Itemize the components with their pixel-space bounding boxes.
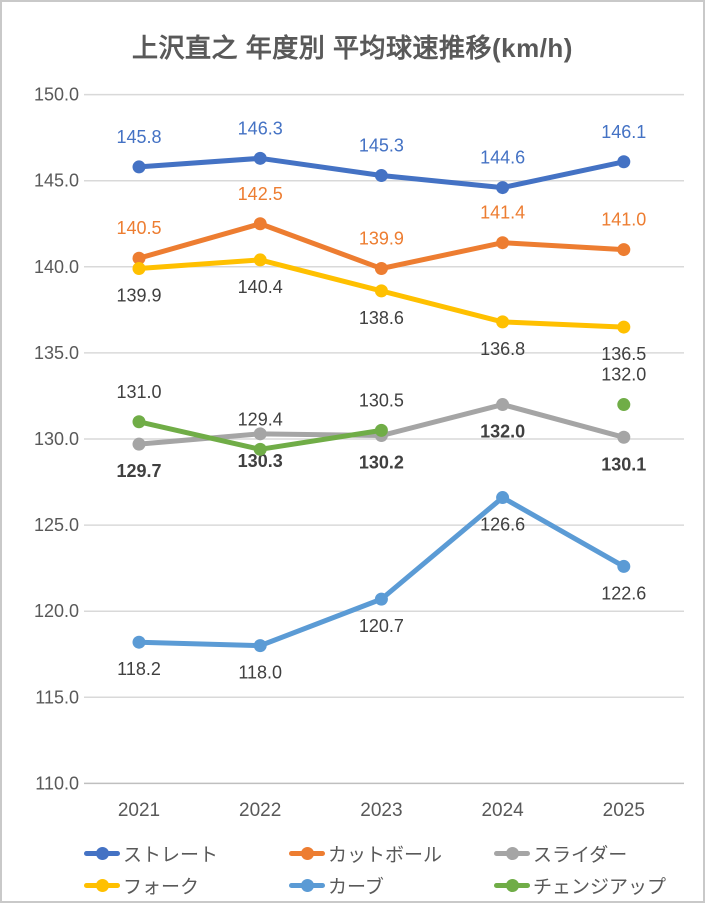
data-label-cutter-2021: 140.5 bbox=[116, 218, 161, 238]
data-label-changeup-2022: 129.4 bbox=[238, 409, 283, 429]
legend-item-curve: カーブ bbox=[289, 874, 384, 898]
legend-marker-changeup-icon bbox=[494, 878, 530, 892]
data-point-fork-2025 bbox=[617, 320, 631, 334]
legend-item-fork: フォーク bbox=[84, 874, 200, 898]
data-label-fork-2023: 138.6 bbox=[359, 308, 404, 328]
data-label-fastball-2025: 146.1 bbox=[601, 122, 646, 142]
y-tick-120.0: 120.0 bbox=[34, 601, 79, 621]
data-label-fork-2021: 139.9 bbox=[116, 286, 161, 306]
y-tick-140.0: 140.0 bbox=[34, 257, 79, 277]
x-tick-2023: 2023 bbox=[360, 800, 402, 821]
y-tick-110.0: 110.0 bbox=[35, 773, 79, 793]
data-point-cutter-2024 bbox=[496, 236, 510, 250]
data-label-fork-2024: 136.8 bbox=[480, 339, 525, 359]
data-label-curve-2024: 126.6 bbox=[480, 515, 525, 535]
legend-marker-fastball-icon bbox=[84, 846, 120, 860]
legend-item-slider: スライダー bbox=[494, 842, 628, 866]
data-point-changeup-2023 bbox=[374, 423, 388, 437]
chart-title: 上沢直之 年度別 平均球速推移(km/h) bbox=[132, 33, 573, 63]
legend-marker-fork-icon bbox=[84, 878, 120, 892]
data-point-fork-2021 bbox=[132, 262, 146, 276]
data-label-curve-2025: 122.6 bbox=[601, 583, 646, 603]
data-label-cutter-2022: 142.5 bbox=[238, 184, 283, 204]
data-label-curve-2021: 118.2 bbox=[117, 659, 161, 679]
legend-item-changeup: チェンジアップ bbox=[494, 874, 667, 898]
data-label-changeup-2025: 132.0 bbox=[601, 365, 646, 385]
data-label-fastball-2021: 145.8 bbox=[116, 127, 161, 147]
data-label-fork-2022: 140.4 bbox=[238, 277, 283, 297]
y-tick-150.0: 150.0 bbox=[34, 85, 79, 105]
data-point-curve-2022 bbox=[253, 639, 267, 653]
data-point-changeup-2025 bbox=[617, 398, 631, 412]
data-point-fastball-2022 bbox=[253, 151, 267, 165]
legend-label-cutter: カットボール bbox=[328, 844, 443, 866]
data-label-fastball-2023: 145.3 bbox=[359, 136, 404, 156]
y-tick-145.0: 145.0 bbox=[34, 171, 79, 191]
data-label-cutter-2023: 139.9 bbox=[359, 229, 404, 249]
y-tick-135.0: 135.0 bbox=[34, 343, 79, 363]
x-tick-2022: 2022 bbox=[239, 800, 281, 821]
y-tick-125.0: 125.0 bbox=[34, 515, 79, 535]
data-point-curve-2025 bbox=[617, 559, 631, 573]
data-point-fastball-2023 bbox=[374, 169, 388, 183]
data-label-fastball-2022: 146.3 bbox=[238, 118, 283, 138]
data-label-cutter-2025: 141.0 bbox=[601, 210, 646, 230]
legend-marker-slider-icon bbox=[494, 846, 530, 860]
data-point-slider-2025 bbox=[617, 430, 631, 444]
data-point-fastball-2025 bbox=[617, 155, 631, 169]
data-label-changeup-2023: 130.5 bbox=[359, 390, 404, 410]
legend-marker-curve-icon bbox=[289, 878, 325, 892]
legend-label-fork: フォーク bbox=[123, 876, 200, 898]
data-label-slider-2024: 132.0 bbox=[480, 422, 525, 442]
x-tick-2024: 2024 bbox=[481, 800, 524, 821]
data-point-cutter-2025 bbox=[617, 243, 631, 257]
data-label-fastball-2024: 144.6 bbox=[480, 148, 525, 168]
data-label-cutter-2024: 141.4 bbox=[480, 203, 525, 223]
data-point-changeup-2022 bbox=[253, 442, 267, 456]
data-label-slider-2022: 130.3 bbox=[238, 451, 283, 471]
legend-item-fastball: ストレート bbox=[84, 842, 219, 866]
data-point-cutter-2022 bbox=[253, 217, 267, 231]
data-point-fork-2022 bbox=[253, 253, 267, 267]
data-point-curve-2023 bbox=[374, 592, 388, 606]
data-point-cutter-2023 bbox=[374, 262, 388, 276]
data-point-fork-2023 bbox=[374, 284, 388, 298]
data-label-slider-2025: 130.1 bbox=[601, 454, 646, 474]
data-point-changeup-2021 bbox=[132, 415, 146, 429]
y-tick-115.0: 115.0 bbox=[35, 687, 79, 707]
x-tick-2025: 2025 bbox=[603, 800, 645, 821]
data-point-slider-2022 bbox=[253, 427, 267, 441]
data-point-fastball-2024 bbox=[496, 181, 510, 195]
legend-label-curve: カーブ bbox=[328, 876, 384, 898]
data-point-curve-2021 bbox=[132, 635, 146, 649]
legend-marker-cutter-icon bbox=[289, 846, 325, 860]
data-point-fork-2024 bbox=[496, 315, 510, 329]
data-point-fastball-2021 bbox=[132, 160, 146, 174]
data-label-fork-2025: 136.5 bbox=[601, 344, 646, 364]
data-point-slider-2021 bbox=[132, 437, 146, 451]
data-label-slider-2021: 129.7 bbox=[116, 461, 161, 481]
data-label-slider-2023: 130.2 bbox=[359, 453, 404, 473]
legend-label-fastball: ストレート bbox=[123, 844, 219, 866]
data-point-cutter-2021 bbox=[132, 251, 146, 265]
legend-label-changeup: チェンジアップ bbox=[533, 876, 667, 898]
data-label-curve-2022: 118.0 bbox=[238, 663, 282, 683]
data-label-curve-2023: 120.7 bbox=[359, 616, 404, 636]
y-tick-130.0: 130.0 bbox=[34, 429, 79, 449]
legend-item-cutter: カットボール bbox=[289, 842, 443, 866]
x-tick-2021: 2021 bbox=[118, 800, 160, 821]
data-point-curve-2024 bbox=[496, 491, 510, 505]
legend-label-slider: スライダー bbox=[533, 844, 628, 866]
data-point-slider-2024 bbox=[496, 398, 510, 412]
data-label-changeup-2021: 131.0 bbox=[116, 382, 161, 402]
